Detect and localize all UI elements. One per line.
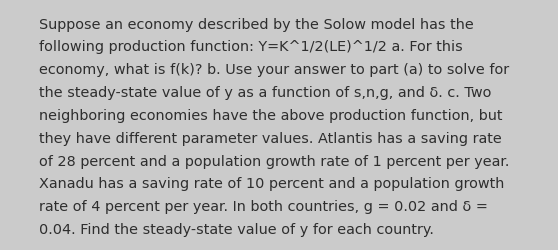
Text: following production function: Y=K^1/2(LE)^1/2 a. For this: following production function: Y=K^1/2(L… — [39, 40, 463, 54]
Text: neighboring economies have the above production function, but: neighboring economies have the above pro… — [39, 108, 503, 122]
Text: Xanadu has a saving rate of 10 percent and a population growth: Xanadu has a saving rate of 10 percent a… — [39, 177, 504, 191]
Text: economy, what is f(k)? b. Use your answer to part (a) to solve for: economy, what is f(k)? b. Use your answe… — [39, 63, 509, 77]
Text: rate of 4 percent per year. In both countries, g = 0.02 and δ =: rate of 4 percent per year. In both coun… — [39, 200, 488, 213]
Text: of 28 percent and a population growth rate of 1 percent per year.: of 28 percent and a population growth ra… — [39, 154, 509, 168]
Text: 0.04. Find the steady-state value of y for each country.: 0.04. Find the steady-state value of y f… — [39, 222, 434, 236]
Text: the steady-state value of y as a function of s,n,g, and δ. c. Two: the steady-state value of y as a functio… — [39, 86, 492, 100]
Text: Suppose an economy described by the Solow model has the: Suppose an economy described by the Solo… — [39, 18, 474, 32]
Text: they have different parameter values. Atlantis has a saving rate: they have different parameter values. At… — [39, 131, 502, 145]
